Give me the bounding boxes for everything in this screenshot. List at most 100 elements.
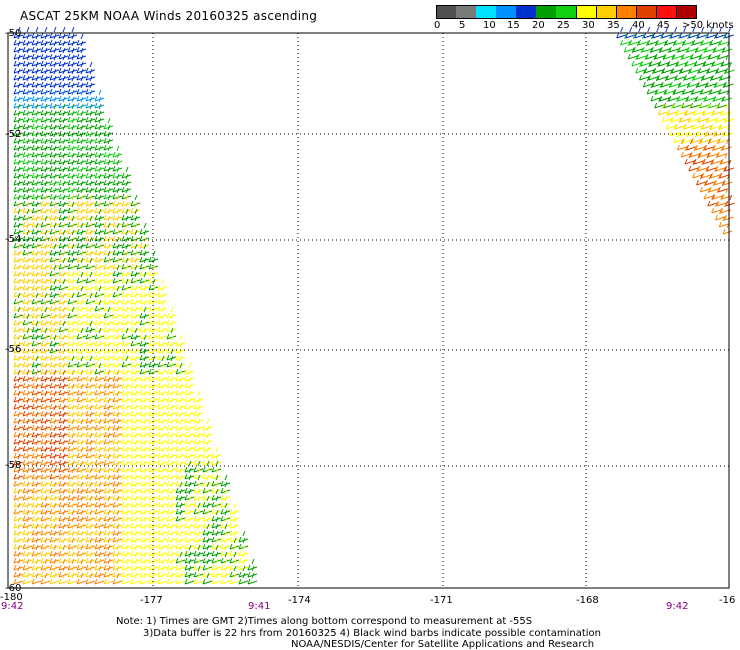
wind-barb	[112, 572, 123, 585]
wind-barb	[175, 334, 186, 347]
wind-barb	[652, 26, 662, 39]
wind-barb	[718, 215, 729, 228]
colorbar-segment	[556, 5, 578, 19]
colorbar-tick: 35	[607, 20, 620, 31]
wind-barb	[722, 138, 732, 151]
wind-barb	[707, 61, 717, 74]
wind-barb	[94, 572, 105, 585]
wind-barb	[695, 40, 706, 53]
colorbar-segment	[616, 5, 638, 19]
wind-barb	[674, 33, 684, 46]
colorbar-tick: 20	[532, 20, 545, 31]
lon-label: -168	[576, 595, 599, 606]
wind-barb	[166, 572, 177, 585]
wind-barb	[184, 572, 195, 585]
wind-barb	[85, 61, 96, 74]
wind-barb	[668, 40, 679, 53]
wind-barb	[678, 124, 689, 137]
wind-barb	[690, 96, 700, 109]
wind-barb	[635, 61, 645, 74]
wind-barb	[703, 187, 714, 200]
lon-label: -174	[288, 595, 311, 606]
wind-barb	[684, 68, 694, 81]
wind-barb	[710, 33, 720, 46]
wind-barb	[711, 201, 721, 214]
wind-barb	[679, 110, 690, 123]
wind-barb	[712, 54, 723, 67]
lon-label: -177	[140, 595, 163, 606]
wind-barb	[713, 173, 724, 186]
wind-barb	[229, 572, 240, 585]
wind-barb	[625, 26, 635, 39]
note-line-2: 3)Data buffer is 22 hrs from 20160325 4)…	[143, 628, 601, 639]
wind-barb	[704, 173, 715, 186]
colorbar-segment	[596, 5, 618, 19]
wind-barb	[103, 117, 114, 130]
wind-barb	[681, 96, 691, 109]
wind-barb	[716, 194, 727, 207]
wind-barb	[680, 61, 690, 74]
wind-barb	[675, 68, 685, 81]
wind-barb	[166, 306, 177, 319]
lon-label: -171	[430, 595, 453, 606]
wind-barb	[699, 180, 710, 193]
wind-barb	[688, 159, 699, 172]
wind-barb	[708, 96, 718, 109]
note-line-1: Note: 1) Times are GMT 2)Times along bot…	[116, 616, 533, 627]
wind-barb-swaths	[13, 26, 736, 585]
wind-barb	[677, 138, 687, 151]
wind-barb	[688, 26, 698, 39]
wind-barb	[677, 89, 688, 102]
wind-barb	[211, 572, 222, 585]
wind-barb	[718, 131, 728, 144]
wind-barb	[139, 572, 150, 585]
wind-barb	[676, 103, 686, 116]
wind-barb	[202, 418, 213, 431]
wind-barb	[716, 145, 727, 158]
wind-barb	[701, 33, 711, 46]
wind-barb	[130, 194, 141, 207]
pass-time-label: 9:42	[1, 601, 23, 612]
wind-barb	[706, 26, 716, 39]
wind-barb	[238, 530, 249, 543]
wind-barb	[67, 572, 78, 585]
wind-barb	[680, 145, 691, 158]
wind-barb	[76, 33, 87, 46]
wind-barb	[682, 82, 693, 95]
wind-barb	[710, 166, 720, 179]
wind-barb	[85, 572, 96, 585]
wind-barb	[714, 124, 725, 137]
wind-barb	[660, 75, 671, 88]
wind-barb	[718, 82, 729, 95]
wind-barb	[688, 110, 699, 123]
wind-barb	[670, 26, 680, 39]
wind-barb	[710, 117, 721, 130]
wind-barb	[692, 117, 703, 130]
wind-barb	[707, 194, 718, 207]
wind-barb	[712, 103, 722, 116]
wind-barb	[707, 145, 718, 158]
wind-barb	[656, 33, 666, 46]
colorbar-tick: >50 knots	[682, 20, 734, 31]
wind-barb	[651, 75, 662, 88]
lat-label: -50	[5, 28, 21, 39]
wind-barb	[703, 54, 714, 67]
lat-label: -60	[5, 583, 21, 594]
wind-barb	[709, 82, 720, 95]
wind-barb	[632, 40, 643, 53]
wind-barb	[679, 26, 689, 39]
wind-barb	[634, 26, 644, 39]
wind-barb	[695, 138, 705, 151]
wind-barb	[229, 502, 240, 515]
wind-barb	[705, 75, 716, 88]
wind-barb	[130, 572, 141, 585]
wind-barb	[673, 82, 684, 95]
wind-barb	[711, 152, 722, 165]
lat-lon-grid	[8, 33, 729, 588]
note-line-3: NOAA/NESDIS/Center for Satellite Applica…	[291, 639, 595, 650]
wind-barb	[654, 47, 665, 60]
wind-barb	[717, 180, 728, 193]
wind-barb	[719, 117, 730, 130]
wind-barb	[716, 61, 726, 74]
wind-barb	[663, 96, 673, 109]
